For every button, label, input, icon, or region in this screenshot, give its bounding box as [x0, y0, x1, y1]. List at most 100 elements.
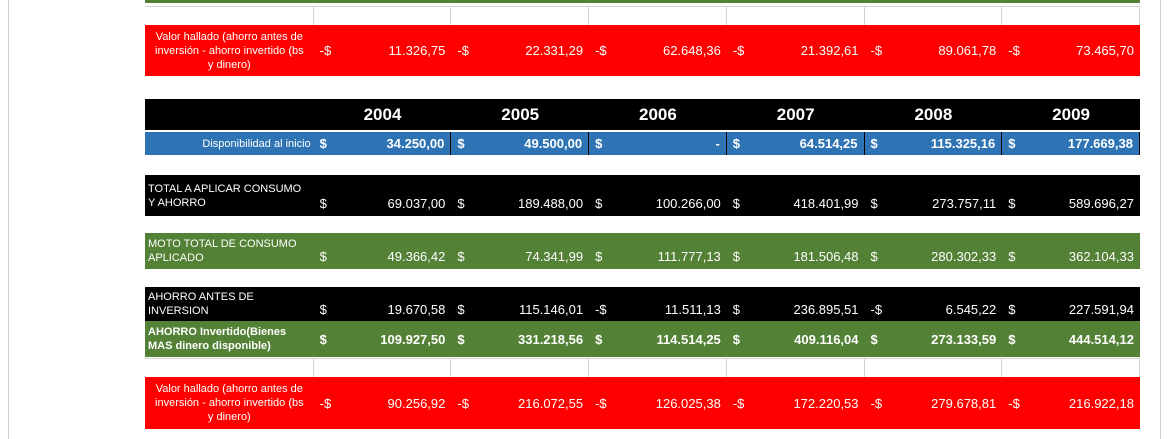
value-cell[interactable]: -$ 62.648,36 [589, 25, 727, 76]
empty-row [145, 358, 1140, 379]
cell-value: 11.511,13 [664, 302, 721, 317]
empty-cell[interactable] [589, 359, 727, 378]
value-cell[interactable]: $19.670,58 [314, 287, 452, 321]
empty-cell[interactable] [314, 359, 452, 378]
value-cell[interactable]: -$ 11.511,13 [589, 287, 727, 321]
empty-cell[interactable] [865, 359, 1003, 378]
header-blank-cell[interactable] [145, 99, 314, 130]
row-label[interactable]: TOTAL A APLICAR CONSUMO Y AHORRO [148, 182, 302, 209]
value-cell[interactable]: -$ 90.256,92 [314, 377, 452, 429]
year-header[interactable]: 2007 [776, 104, 815, 124]
value-cell[interactable]: $49.500,00 [451, 132, 590, 155]
value-cell[interactable]: $189.488,00 [451, 175, 589, 216]
disponibilidad-row: Disponibilidad al inicio $34.250,00 $49.… [145, 132, 1140, 155]
cell-value: 227.591,94 [1068, 302, 1134, 317]
value-cell[interactable]: -$ 11.326,75 [314, 25, 452, 76]
cell-value: 216.922,18 [1068, 395, 1134, 411]
value-cell[interactable]: $109.927,50 [314, 321, 452, 357]
empty-cell[interactable] [1002, 359, 1140, 378]
value-cell[interactable]: -$ 21.392,61 [727, 25, 865, 76]
year-header[interactable]: 2004 [363, 104, 402, 124]
year-header[interactable]: 2005 [501, 104, 540, 124]
value-cell[interactable]: -$ 216.072,55 [451, 377, 589, 429]
value-cell[interactable]: -$ 216.922,18 [1002, 377, 1140, 429]
empty-cell[interactable] [314, 7, 452, 26]
currency-symbol: -$ [595, 395, 607, 411]
value-cell[interactable]: $331.218,56 [451, 321, 589, 357]
value-cell[interactable]: $177.669,38 [1002, 132, 1140, 155]
value-cell[interactable]: $111.777,13 [589, 233, 727, 269]
currency-symbol: -$ [1008, 395, 1020, 411]
empty-cell[interactable] [1002, 7, 1140, 26]
year-header[interactable]: 2006 [639, 104, 677, 124]
currency-symbol: $ [595, 196, 603, 211]
cell-value: 181.506,48 [793, 249, 859, 264]
value-cell[interactable]: $49.366,42 [314, 233, 452, 269]
value-cell[interactable]: $ - [589, 132, 727, 155]
empty-cell[interactable] [589, 7, 727, 26]
value-cell[interactable]: $280.302,33 [865, 233, 1003, 269]
empty-cell[interactable] [727, 359, 865, 378]
value-cell[interactable]: -$ 126.025,38 [589, 377, 727, 429]
value-cell[interactable]: $273.133,59 [865, 321, 1003, 357]
total-aplicar-row: TOTAL A APLICAR CONSUMO Y AHORRO $69.037… [145, 175, 1140, 216]
currency-symbol: -$ [870, 395, 883, 411]
cell-value: - [715, 136, 720, 151]
value-cell[interactable]: $64.514,25 [727, 132, 865, 155]
value-cell[interactable]: $589.696,27 [1002, 175, 1140, 216]
value-cell[interactable]: $74.341,99 [451, 233, 589, 269]
currency-symbol: $ [595, 136, 603, 151]
value-cell[interactable]: $115.146,01 [451, 287, 589, 321]
cell-value: 418.401,99 [793, 196, 859, 211]
cell-value: 114.514,25 [656, 331, 721, 347]
value-cell[interactable]: $227.591,94 [1002, 287, 1140, 321]
row-label[interactable]: Valor hallado (ahorro antes de inversión… [155, 383, 304, 423]
empty-cell[interactable] [145, 359, 314, 378]
empty-row [145, 6, 1140, 27]
empty-cell[interactable] [727, 7, 865, 26]
row-label[interactable]: MOTO TOTAL DE CONSUMO APLICADO [148, 238, 297, 264]
right-gridline [1160, 0, 1161, 439]
year-header[interactable]: 2009 [1052, 104, 1090, 124]
cell-value: 73.465,70 [1076, 43, 1134, 58]
value-cell[interactable]: -$ 22.331,29 [451, 25, 589, 76]
currency-symbol: $ [1008, 302, 1016, 317]
value-cell[interactable]: $69.037,00 [314, 175, 452, 216]
currency-symbol: $ [732, 331, 741, 347]
empty-cell[interactable] [451, 7, 590, 26]
value-cell[interactable]: -$ 89.061,78 [865, 25, 1003, 76]
consumo-row: MOTO TOTAL DE CONSUMO APLICADO $49.366,4… [145, 233, 1140, 269]
value-cell[interactable]: $114.514,25 [589, 321, 727, 357]
cell-value: 21.392,61 [800, 43, 859, 58]
value-cell[interactable]: $100.266,00 [589, 175, 727, 216]
value-cell[interactable]: $273.757,11 [865, 175, 1003, 216]
currency-symbol: $ [732, 136, 741, 151]
year-header[interactable]: 2008 [914, 104, 953, 124]
value-cell[interactable]: $444.514,12 [1002, 321, 1140, 357]
top-green-band [145, 0, 1140, 3]
value-cell[interactable]: $362.104,33 [1002, 233, 1140, 269]
value-cell[interactable]: $181.506,48 [727, 233, 865, 269]
row-label[interactable]: Valor hallado (ahorro antes de inversión… [155, 30, 304, 71]
currency-symbol: $ [870, 136, 878, 151]
cell-value: 172.220,53 [793, 395, 859, 411]
currency-symbol: $ [870, 196, 878, 211]
value-cell[interactable]: $236.895,51 [727, 287, 865, 321]
value-cell[interactable]: $115.325,16 [865, 132, 1003, 155]
value-cell[interactable]: -$ 6.545,22 [865, 287, 1003, 321]
empty-cell[interactable] [865, 7, 1003, 26]
empty-cell[interactable] [451, 359, 590, 378]
cell-value: 89.061,78 [938, 43, 997, 58]
row-label[interactable]: AHORRO Invertido(Bienes MAS dinero dispo… [148, 326, 287, 352]
value-cell[interactable]: -$ 279.678,81 [865, 377, 1003, 429]
value-cell[interactable]: $34.250,00 [314, 132, 452, 155]
cell-value: 115.146,01 [518, 302, 584, 317]
value-cell[interactable]: -$ 172.220,53 [727, 377, 865, 429]
value-cell[interactable]: -$ 73.465,70 [1002, 25, 1140, 76]
value-cell[interactable]: $418.401,99 [727, 175, 865, 216]
row-label[interactable]: Disponibilidad al inicio [202, 137, 311, 150]
value-cell[interactable]: $409.116,04 [727, 321, 865, 357]
empty-cell[interactable] [145, 7, 314, 26]
cell-value: 280.302,33 [931, 249, 997, 264]
row-label[interactable]: AHORRO ANTES DE INVERSION [148, 291, 254, 317]
